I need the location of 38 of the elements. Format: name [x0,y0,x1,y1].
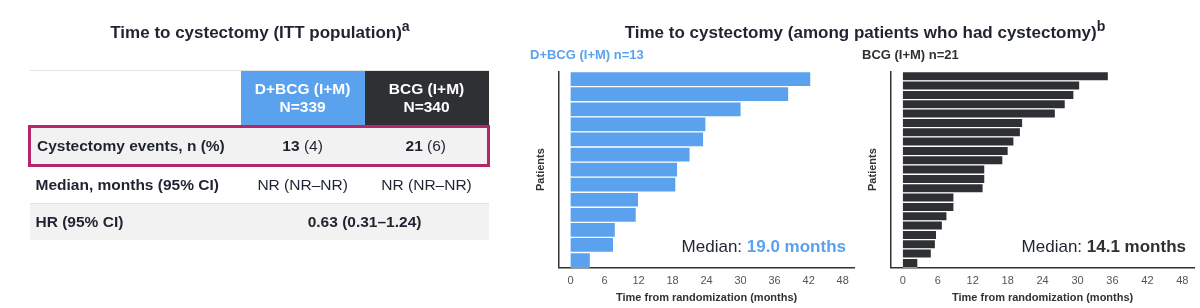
x-tick-label: 30 [734,274,747,287]
x-tick-label: 6 [601,274,608,287]
x-tick-label: 36 [768,274,781,287]
chart-subtitle: BCG (I+M) n=21 [862,47,959,63]
text: 21 (6) [364,126,489,166]
text: 0.63 (0.31–1.24) [240,203,489,240]
x-tick-label: 18 [1001,274,1014,287]
x-tick-label: 0 [899,274,906,287]
x-tick-label: 12 [632,274,645,287]
text: NR (NR–NR) [364,165,489,204]
y-axis-title: Patients [865,148,878,191]
y-axis-title: Patients [533,148,546,191]
x-tick-label: 42 [1141,274,1154,287]
text: Time to cystectomy (ITT population)$^{a}$ [109,18,411,43]
x-tick-label: 42 [802,274,815,287]
x-tick-label: 48 [1176,274,1189,287]
chart-subtitle: D+BCG (I+M) n=13 [530,47,644,63]
annotation: Median: 14.1 months [1021,236,1186,256]
x-tick-label: 36 [1106,274,1119,287]
x-tick-label: 24 [700,274,713,287]
chart-title: Time to cystectomy (among patients who had cystectomy)$^{b}$ [623,18,1107,43]
x-tick-label: 18 [666,274,679,287]
text: D+BCG (I+M) N=339 [240,70,365,127]
x-tick-label: 48 [836,274,849,287]
x-tick-label: 12 [966,274,979,287]
x-axis-title: Time from randomization (months) [615,291,798,304]
x-tick-label: 24 [1036,274,1049,287]
text: Cystectomy events, n (%) [29,126,241,166]
x-tick-label: 6 [934,274,941,287]
text: NR (NR–NR) [240,165,365,204]
annotation: Median: 19.0 months [681,236,846,256]
text: HR (95% CI) [29,203,241,240]
x-axis-title: Time from randomization (months) [951,291,1134,304]
text: 13 (4) [240,126,365,166]
text: BCG (I+M) N=340 [364,70,489,127]
x-tick-label: 0 [567,274,574,287]
text: Median, months (95% CI) [29,165,241,204]
x-tick-label: 30 [1071,274,1084,287]
